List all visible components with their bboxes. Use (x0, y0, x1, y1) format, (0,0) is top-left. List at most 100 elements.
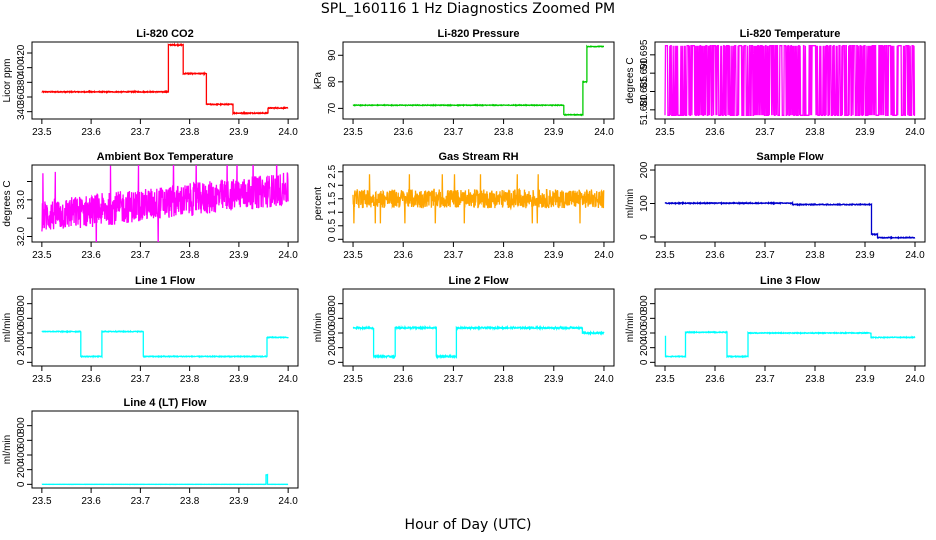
y-tick-label: 800 (327, 295, 338, 312)
x-tick-label: 23.8 (180, 374, 200, 385)
y-tick-label: 51.680 (639, 94, 650, 125)
series-line (352, 44, 605, 117)
x-tick-label: 23.5 (343, 250, 363, 261)
y-tick-label: 0 (327, 236, 338, 242)
x-tick-label: 23.7 (131, 374, 151, 385)
panel-co2: Li-820 CO2 23.5 23.6 23.7 23.8 23.9 24.0 340360… (2, 28, 299, 138)
x-tick-label: 23.6 (393, 250, 413, 261)
x-tick-label: 23.5 (343, 127, 363, 138)
x-tick-label: 23.9 (229, 374, 249, 385)
y-tick-label: 360 (16, 88, 27, 105)
panel-temperature: Li-820 Temperature 23.5 23.6 23.7 23.8 23.9 24… (625, 28, 926, 138)
y-tick-label: 200 (16, 339, 27, 356)
x-tick-label: 23.6 (81, 127, 101, 138)
panel-line2: Line 2 Flow 23.5 23.6 23.7 23.8 23.9 24.0 0 2004… (313, 275, 615, 385)
panel-sample_flow: Sample Flow 23.5 23.6 23.7 23.8 23.9 24.0 0 100 2… (625, 151, 926, 261)
series-line (41, 42, 289, 116)
y-tick-label: 600 (16, 310, 27, 327)
y-tick-label: 0 (16, 359, 27, 365)
y-tick-label: 0 (639, 234, 650, 240)
x-tick-label: 23.6 (81, 496, 101, 507)
panel-title: Ambient Box Temperature (97, 151, 234, 163)
x-tick-label: 23.5 (32, 374, 52, 385)
x-tick-label: 23.8 (805, 250, 825, 261)
y-axis-label: ml/min (2, 313, 13, 342)
series-line (664, 200, 916, 240)
plot-frame (31, 288, 299, 367)
y-tick-label: 400 (16, 446, 27, 463)
x-tick-label: 24.0 (594, 374, 614, 385)
y-axis-label: percent (313, 187, 324, 221)
y-tick-label: 51.685 (639, 76, 650, 107)
panel-title: Line 4 (LT) Flow (124, 397, 207, 409)
x-tick-label: 24.0 (278, 496, 298, 507)
y-tick-label: 340 (16, 103, 27, 120)
plot-frame (342, 164, 615, 243)
y-tick-label: 420 (16, 44, 27, 61)
x-tick-label: 23.8 (180, 250, 200, 261)
series-line (664, 330, 916, 359)
y-tick-label: 51.690 (639, 57, 650, 88)
y-tick-label: 2 (327, 182, 338, 188)
panel-title: Sample Flow (756, 151, 824, 163)
panel-title: Li-820 Temperature (740, 28, 841, 40)
x-tick-label: 23.5 (32, 127, 52, 138)
x-tick-label: 23.7 (131, 250, 151, 261)
y-tick-label: 600 (16, 432, 27, 449)
x-tick-label: 23.6 (81, 250, 101, 261)
x-tick-label: 23.5 (32, 496, 52, 507)
x-tick-label: 23.6 (393, 374, 413, 385)
x-tick-label: 23.5 (343, 374, 363, 385)
x-tick-label: 23.7 (131, 496, 151, 507)
y-axis-label: ml/min (2, 435, 13, 464)
y-tick-label: 400 (16, 324, 27, 341)
panel-line4: Line 4 (LT) Flow 23.5 23.6 23.7 23.8 23.9 24.0… (2, 397, 299, 507)
x-tick-label: 23.9 (229, 496, 249, 507)
x-tick-label: 23.6 (705, 250, 725, 261)
y-tick-label: 33.0 (16, 190, 27, 210)
y-axis-label: ml/min (625, 313, 636, 342)
panel-line1: Line 1 Flow 23.5 23.6 23.7 23.8 23.9 24.0 0 2004… (2, 275, 299, 385)
plot-frame (342, 288, 615, 367)
y-tick-label: 600 (327, 310, 338, 327)
x-tick-label: 24.0 (278, 127, 298, 138)
y-tick-label: 600 (639, 310, 650, 327)
x-tick-label: 23.5 (655, 250, 675, 261)
plot-frame (31, 164, 299, 243)
figure-title: SPL_160116 1 Hz Diagnostics Zoomed PM (320, 1, 616, 17)
series-line (41, 473, 289, 486)
y-tick-label: 400 (16, 59, 27, 76)
y-axis-label: degrees C (2, 180, 13, 226)
y-tick-label: 400 (327, 324, 338, 341)
y-tick-label: 200 (639, 161, 650, 178)
x-tick-label: 24.0 (905, 127, 925, 138)
y-tick-label: 80 (327, 76, 338, 88)
x-tick-label: 23.8 (494, 374, 514, 385)
series-line (41, 165, 289, 242)
x-tick-label: 24.0 (278, 250, 298, 261)
x-tick-label: 23.9 (544, 374, 564, 385)
x-tick-label: 23.8 (494, 127, 514, 138)
x-tick-label: 23.6 (81, 374, 101, 385)
y-tick-label: 1 (327, 209, 338, 215)
y-tick-label: 51.695 (639, 39, 650, 70)
y-axis-label: ml/min (625, 189, 636, 218)
y-tick-label: 380 (16, 74, 27, 91)
y-tick-label: 32.0 (16, 226, 27, 246)
y-tick-label: 800 (639, 295, 650, 312)
x-tick-label: 23.8 (180, 127, 200, 138)
x-tick-label: 23.9 (544, 250, 564, 261)
x-tick-label: 23.7 (755, 374, 775, 385)
x-axis-label: Hour of Day (UTC) (404, 517, 532, 533)
plot-frame (654, 288, 926, 367)
panel-title: Line 3 Flow (760, 275, 820, 287)
panel-ambient: Ambient Box Temperature 23.5 23.6 23.7 23.8 2… (2, 151, 299, 261)
x-tick-label: 23.8 (805, 127, 825, 138)
plot-frame (31, 41, 299, 120)
x-tick-label: 23.6 (705, 374, 725, 385)
y-tick-label: 0 (16, 481, 27, 487)
panel-rh: Gas Stream RH 23.5 23.6 23.7 23.8 23.9 24.0 0 0.… (313, 151, 615, 261)
series-line (352, 324, 605, 360)
x-tick-label: 23.9 (855, 127, 875, 138)
